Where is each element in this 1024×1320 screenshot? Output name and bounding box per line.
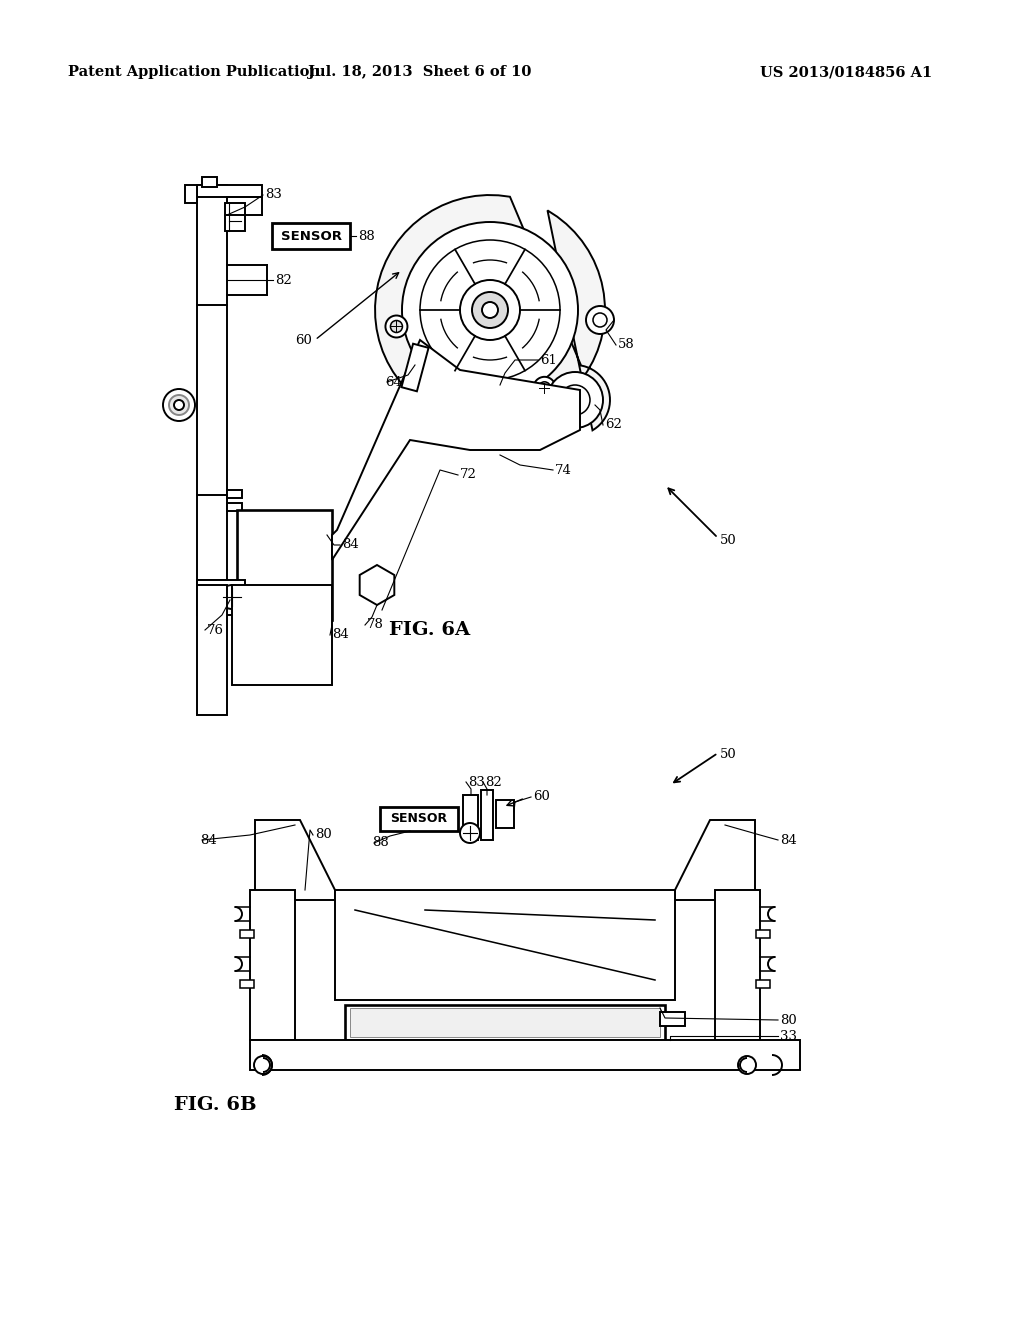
Text: FIG. 6B: FIG. 6B — [174, 1096, 256, 1114]
Bar — [250, 890, 295, 1040]
Circle shape — [220, 585, 244, 609]
Text: 76: 76 — [207, 623, 224, 636]
Circle shape — [460, 822, 480, 843]
Text: 33: 33 — [780, 1030, 797, 1043]
Circle shape — [560, 385, 590, 414]
Text: 84: 84 — [200, 833, 217, 846]
Text: 62: 62 — [605, 418, 622, 432]
Bar — [197, 579, 227, 595]
Bar — [227, 490, 242, 498]
Bar — [272, 223, 350, 249]
Circle shape — [534, 376, 555, 399]
Circle shape — [402, 222, 578, 399]
Bar — [496, 800, 514, 828]
Text: SENSOR: SENSOR — [281, 230, 341, 243]
Circle shape — [482, 302, 498, 318]
Bar — [250, 1040, 800, 1071]
Text: 80: 80 — [315, 829, 332, 842]
Circle shape — [547, 372, 603, 428]
Circle shape — [390, 321, 402, 333]
Bar — [185, 185, 197, 203]
Text: FIG. 6A: FIG. 6A — [389, 620, 471, 639]
Text: Jul. 18, 2013  Sheet 6 of 10: Jul. 18, 2013 Sheet 6 of 10 — [308, 65, 531, 79]
Text: 84: 84 — [332, 628, 349, 642]
Bar — [232, 585, 332, 685]
Polygon shape — [332, 341, 580, 560]
Bar — [756, 931, 770, 939]
Circle shape — [163, 389, 195, 421]
Bar — [240, 931, 254, 939]
Bar — [715, 890, 760, 1040]
Bar — [350, 1008, 660, 1038]
Circle shape — [593, 313, 607, 327]
Text: 84: 84 — [342, 539, 358, 552]
Bar — [335, 890, 675, 1001]
Text: 88: 88 — [372, 837, 389, 850]
Bar — [197, 585, 227, 715]
Text: 80: 80 — [780, 1014, 797, 1027]
Polygon shape — [359, 565, 394, 605]
Text: 88: 88 — [358, 230, 375, 243]
Bar — [756, 979, 770, 987]
Bar — [240, 979, 254, 987]
Bar — [345, 1005, 665, 1040]
Text: 83: 83 — [468, 776, 485, 788]
Bar — [197, 579, 245, 615]
Bar — [481, 789, 493, 840]
Bar — [202, 177, 217, 187]
Circle shape — [420, 240, 560, 380]
Text: 84: 84 — [780, 833, 797, 846]
Bar — [463, 795, 478, 840]
Polygon shape — [675, 820, 755, 900]
Text: 60: 60 — [534, 791, 550, 804]
Text: 50: 50 — [720, 748, 736, 762]
Circle shape — [385, 315, 408, 338]
Text: 72: 72 — [460, 469, 477, 482]
Bar — [380, 807, 458, 832]
Bar — [225, 203, 245, 231]
Text: 78: 78 — [367, 619, 384, 631]
Text: 61: 61 — [540, 354, 557, 367]
Circle shape — [460, 280, 520, 341]
Bar — [237, 510, 332, 620]
Text: 74: 74 — [555, 463, 571, 477]
Polygon shape — [255, 820, 335, 900]
Polygon shape — [375, 195, 610, 430]
Circle shape — [586, 306, 614, 334]
Bar — [197, 185, 227, 585]
Text: 83: 83 — [265, 189, 282, 202]
Circle shape — [472, 292, 508, 327]
Text: SENSOR: SENSOR — [390, 813, 447, 825]
Text: 64: 64 — [385, 375, 401, 388]
Text: 50: 50 — [720, 533, 736, 546]
Text: 82: 82 — [485, 776, 502, 788]
Circle shape — [539, 381, 551, 393]
Bar — [401, 343, 429, 391]
Text: Patent Application Publication: Patent Application Publication — [68, 65, 319, 79]
Bar — [227, 503, 242, 511]
Circle shape — [254, 1056, 272, 1074]
Circle shape — [169, 395, 189, 414]
Text: US 2013/0184856 A1: US 2013/0184856 A1 — [760, 65, 932, 79]
Text: 60: 60 — [295, 334, 312, 346]
Bar — [197, 185, 262, 197]
Text: 82: 82 — [275, 273, 292, 286]
Text: 58: 58 — [618, 338, 635, 351]
Circle shape — [738, 1056, 756, 1074]
Bar — [660, 1012, 685, 1026]
Circle shape — [174, 400, 184, 411]
